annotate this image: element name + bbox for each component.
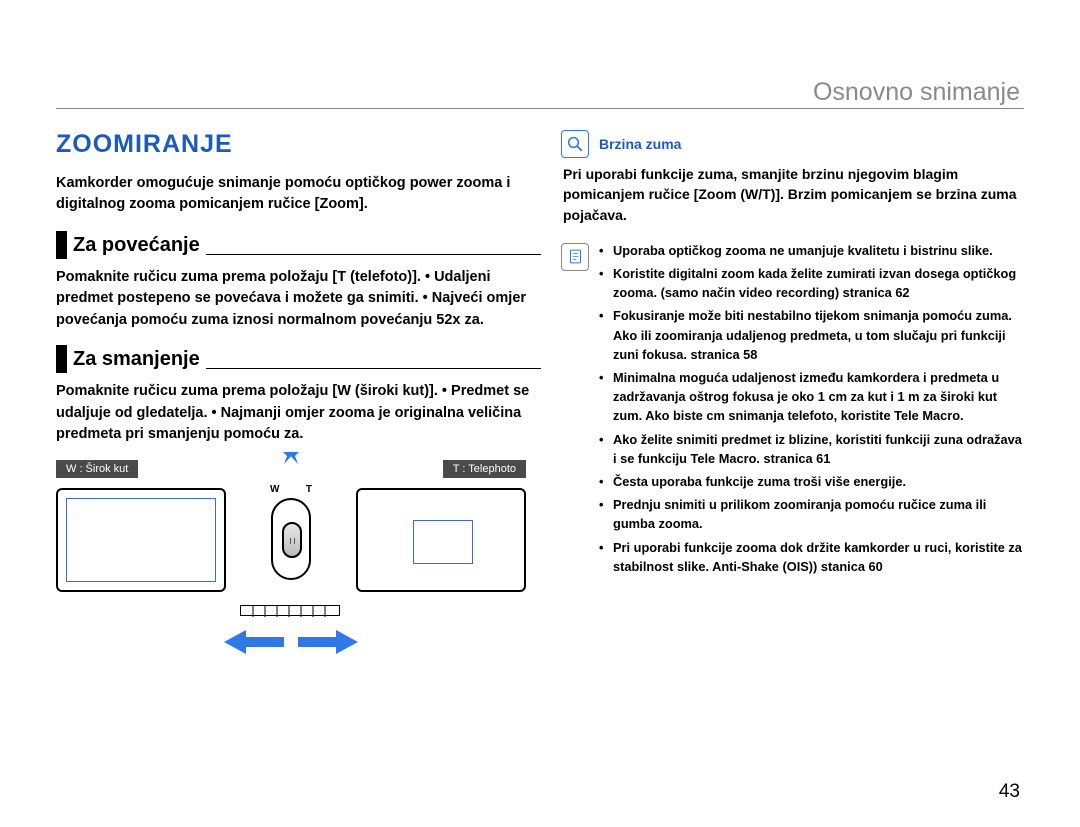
zoom-arrows-vert	[267, 449, 315, 481]
note-icon	[561, 243, 589, 271]
right-column: Brzina zuma Pri uporabi funkcije zuma, s…	[561, 130, 1024, 690]
note-item: Koristite digitalni zoom kada želite zum…	[599, 264, 1024, 302]
subhead-zoomin-label: Za povećanje	[73, 234, 200, 257]
zoom-slider	[240, 605, 340, 616]
note-item: Ako želite snimiti predmet iz blizine, k…	[599, 430, 1024, 468]
subhead-zoomin: Za povećanje	[56, 231, 541, 259]
note-item: Minimalna moguća udaljenost između kamko…	[599, 368, 1024, 426]
left-column: ZOOMIRANJE Kamkorder omogućuje snimanje …	[56, 130, 541, 690]
note-list: Uporaba optičkog zooma ne umanjuje kvali…	[599, 241, 1024, 580]
note-item: Prednju snimiti u prilikom zoomiranja po…	[599, 495, 1024, 533]
zoomin-para: Pomaknite ručicu zuma prema položaju [T …	[56, 267, 541, 331]
speed-title: Brzina zuma	[599, 136, 681, 152]
note-item: Pri uporabi funkcije zooma dok držite ka…	[599, 538, 1024, 576]
label-tele: T : Telephoto	[443, 460, 526, 478]
page-number: 43	[999, 781, 1020, 803]
header-rule	[56, 108, 1024, 109]
zoom-lever: W T	[261, 484, 321, 599]
main-title: ZOOMIRANJE	[56, 130, 541, 159]
zoom-arrows-horiz	[224, 628, 358, 656]
note-item: Česta uporaba funkcije zuma troši više e…	[599, 472, 1024, 491]
speed-body: Pri uporabi funkcije zuma, smanjite brzi…	[561, 164, 1024, 225]
magnify-icon	[561, 130, 589, 158]
page-header: Osnovno snimanje	[813, 78, 1020, 107]
notes-block: Uporaba optičkog zooma ne umanjuje kvali…	[561, 241, 1024, 580]
intro-text: Kamkorder omogućuje snimanje pomoću opti…	[56, 173, 541, 215]
note-item: Uporaba optičkog zooma ne umanjuje kvali…	[599, 241, 1024, 260]
subhead-zoomout: Za smanjenje	[56, 345, 541, 373]
zoom-w-label: W	[270, 484, 279, 495]
zoom-diagram: W : Širok kut T : Telephoto W T	[56, 460, 526, 690]
zoomout-para: Pomaknite ručicu zuma prema položaju [W …	[56, 381, 541, 445]
label-wide: W : Širok kut	[56, 460, 138, 478]
speed-heading: Brzina zuma	[561, 130, 1024, 158]
wide-frame	[56, 488, 226, 592]
note-item: Fokusiranje može biti nestabilno tijekom…	[599, 306, 1024, 364]
tele-frame	[356, 488, 526, 592]
subhead-zoomout-label: Za smanjenje	[73, 348, 200, 371]
zoom-t-label: T	[306, 484, 312, 495]
